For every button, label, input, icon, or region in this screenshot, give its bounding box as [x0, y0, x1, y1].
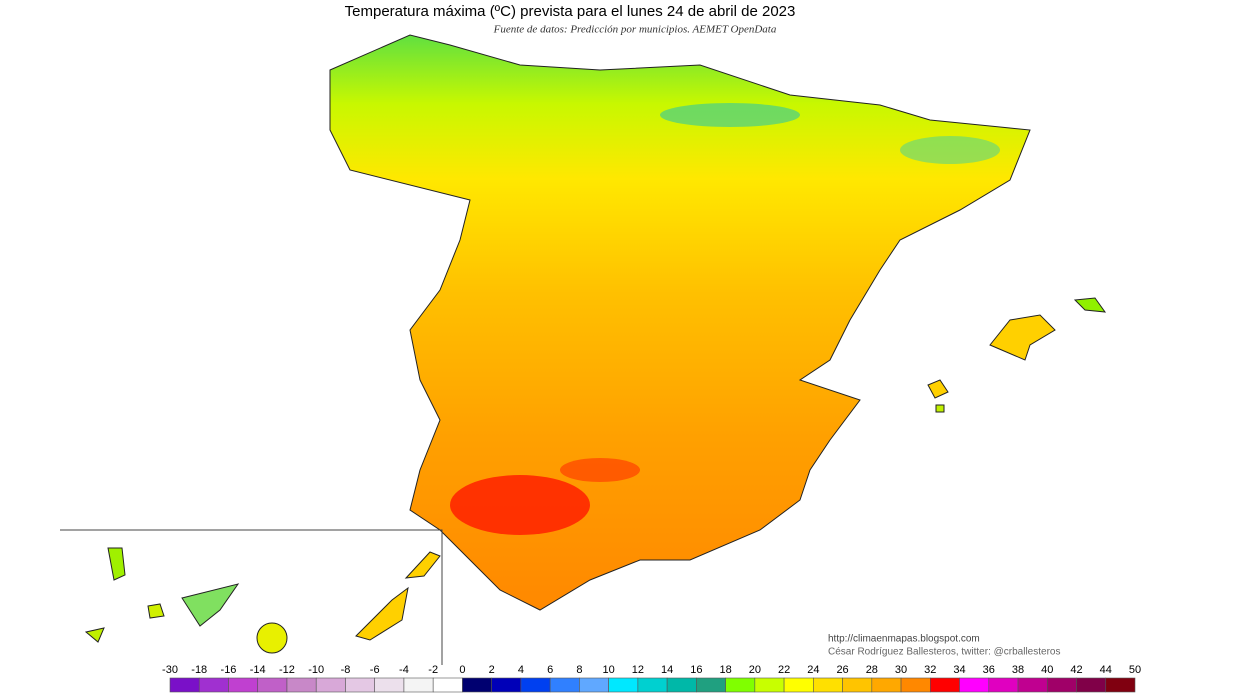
legend-label: 14 [661, 664, 673, 676]
legend-label: 10 [603, 664, 615, 676]
legend-label: 4 [518, 664, 524, 676]
legend-label: 22 [778, 664, 790, 676]
legend-label: 42 [1070, 664, 1082, 676]
legend-label: -16 [221, 664, 237, 676]
legend-swatch [1046, 677, 1077, 693]
legend-swatch [725, 677, 756, 693]
legend-swatch [842, 677, 873, 693]
legend-label: 0 [459, 664, 465, 676]
legend-label: -4 [399, 664, 409, 676]
legend-label: -2 [428, 664, 438, 676]
legend-label: -18 [191, 664, 207, 676]
legend-label: -12 [279, 664, 295, 676]
legend-label: -14 [250, 664, 266, 676]
legend-label: 40 [1041, 664, 1053, 676]
legend-label: 6 [547, 664, 553, 676]
legend-label: 34 [953, 664, 965, 676]
legend-label: 32 [924, 664, 936, 676]
legend-swatch [462, 677, 492, 693]
legend-label: 36 [983, 664, 995, 676]
legend-swatch [696, 677, 726, 693]
legend-label: 18 [719, 664, 731, 676]
legend-swatch [520, 677, 551, 693]
legend-label: 44 [1100, 664, 1112, 676]
legend-swatch [783, 677, 814, 693]
legend-swatch [549, 677, 580, 693]
legend-swatch [930, 677, 960, 693]
map-title: Temperatura máxima (ºC) prevista para el… [345, 3, 796, 20]
legend-label: 38 [1012, 664, 1024, 676]
legend-swatch [637, 677, 668, 693]
legend-swatch [988, 677, 1019, 693]
legend-label: 8 [576, 664, 582, 676]
legend-swatch [403, 677, 434, 693]
legend-swatch [491, 677, 522, 693]
map-subtitle: Fuente de datos: Predicción por municipi… [493, 24, 777, 36]
legend-swatch [813, 677, 843, 693]
canary-islands [60, 529, 443, 665]
credit-author: César Rodríguez Ballesteros, twitter: @c… [828, 647, 1060, 658]
legend-swatch [257, 677, 288, 693]
legend-swatch [579, 677, 609, 693]
legend-swatch [608, 677, 639, 693]
legend-label: 26 [836, 664, 848, 676]
legend-label: 50 [1129, 664, 1141, 676]
legend-swatch [871, 677, 902, 693]
legend-label: 24 [807, 664, 819, 676]
peninsula [329, 34, 1107, 611]
legend-label: -10 [308, 664, 324, 676]
legend: -30 -18 -16 -14 -12 -10 -8 -6 -4 -2 0 2 4 6 8 10 12 14 16 1… [162, 664, 1141, 693]
legend-swatch [959, 677, 990, 693]
legend-swatch [1105, 677, 1136, 693]
legend-label: 12 [632, 664, 644, 676]
legend-swatch [666, 677, 697, 693]
legend-label: 2 [489, 664, 495, 676]
legend-swatch [228, 677, 259, 693]
legend-swatch [198, 677, 229, 693]
legend-swatch [1017, 677, 1048, 693]
legend-label: -30 [162, 664, 178, 676]
legend-label: 16 [690, 664, 702, 676]
legend-swatch [1076, 677, 1107, 693]
legend-swatch [315, 677, 346, 693]
legend-swatch [374, 677, 405, 693]
legend-label: 30 [895, 664, 907, 676]
legend-swatch [286, 677, 317, 693]
legend-label: 28 [866, 664, 878, 676]
credit-url: http://climaenmapas.blogspot.com [828, 634, 980, 645]
legend-swatch [900, 677, 931, 693]
legend-swatch [432, 677, 463, 693]
legend-swatch [169, 677, 200, 693]
legend-label: -6 [370, 664, 380, 676]
legend-label: 20 [749, 664, 761, 676]
legend-label: -8 [341, 664, 351, 676]
legend-swatch [345, 677, 375, 693]
legend-swatch [754, 677, 785, 693]
